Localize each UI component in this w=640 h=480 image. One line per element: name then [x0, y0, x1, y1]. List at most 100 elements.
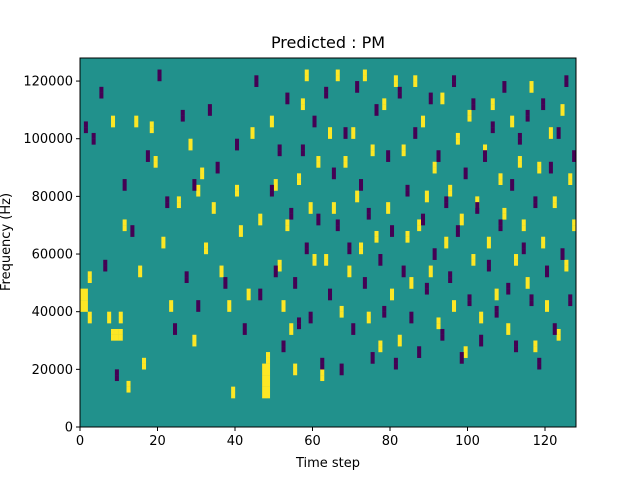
- x-tick-label: 0: [76, 434, 84, 449]
- heatmap-cell-high: [459, 219, 464, 226]
- heatmap-cell-high: [204, 248, 209, 255]
- heatmap-cell-low: [541, 98, 546, 105]
- heatmap-cell-low: [548, 161, 553, 168]
- heatmap-cell-low: [475, 202, 480, 209]
- heatmap-cell-high: [393, 81, 398, 87]
- heatmap-cell-low: [347, 248, 352, 255]
- heatmap-cell-low: [552, 328, 557, 335]
- heatmap-cell-high: [219, 265, 224, 272]
- heatmap-cell-high: [444, 236, 449, 243]
- heatmap-cell-low: [114, 375, 119, 382]
- heatmap-cell-high: [196, 190, 201, 197]
- heatmap-cell-low: [448, 277, 453, 284]
- heatmap-cell-high: [359, 248, 364, 255]
- heatmap-cell-high: [134, 121, 139, 128]
- heatmap-cell-low: [114, 369, 119, 376]
- heatmap-cell-low: [440, 328, 445, 335]
- heatmap-cell-high: [475, 196, 480, 203]
- heatmap-cell-high: [355, 196, 360, 203]
- heatmap-cell-high: [436, 317, 441, 324]
- heatmap-cell-high: [521, 225, 526, 232]
- heatmap-cell-high: [118, 328, 123, 335]
- heatmap-cell-low: [242, 328, 247, 335]
- heatmap-cell-high: [176, 196, 181, 203]
- heatmap-cell-low: [223, 282, 228, 289]
- heatmap-cell-low: [269, 184, 274, 191]
- heatmap-cell-low: [393, 357, 398, 364]
- heatmap-cell-low: [351, 328, 356, 335]
- heatmap-cell-high: [328, 132, 333, 139]
- heatmap-cell-low: [386, 156, 391, 162]
- heatmap-cell-low: [300, 150, 305, 157]
- heatmap-cell-low: [521, 242, 526, 249]
- heatmap-cell-low: [339, 369, 344, 376]
- heatmap-cell-high: [316, 156, 321, 162]
- heatmap-cell-high: [153, 156, 158, 162]
- heatmap-cell-low: [328, 294, 333, 301]
- heatmap-cell-high: [440, 98, 445, 105]
- heatmap-cell-high: [138, 265, 143, 272]
- heatmap-cell-low: [324, 86, 329, 93]
- heatmap-cell-high: [235, 190, 240, 197]
- heatmap-cell-high: [463, 346, 468, 353]
- heatmap-cell-low: [552, 323, 557, 330]
- heatmap-cell-low: [273, 271, 278, 278]
- heatmap-cell-high: [200, 173, 205, 180]
- heatmap-cell-high: [401, 150, 406, 157]
- heatmap-cell-high: [235, 184, 240, 191]
- heatmap-cell-high: [541, 236, 546, 243]
- heatmap-cell-high: [479, 317, 484, 324]
- heatmap-cell-high: [428, 271, 433, 278]
- heatmap-cell-low: [564, 75, 569, 82]
- heatmap-cell-low: [560, 248, 565, 255]
- heatmap-cell-high: [149, 127, 154, 134]
- heatmap-cell-low: [215, 161, 220, 168]
- heatmap-cell-low: [359, 179, 364, 185]
- x-axis-ticks: 0 20 40 60 80 100 120: [76, 427, 557, 449]
- heatmap-cell-high: [83, 305, 88, 312]
- heatmap-cell-high: [335, 75, 340, 82]
- heatmap-cell-low: [378, 254, 383, 260]
- heatmap-cell-low: [293, 277, 298, 284]
- heatmap-cell-low: [390, 225, 395, 232]
- heatmap-cell-low: [215, 167, 220, 174]
- heatmap-cell-low: [560, 254, 565, 260]
- heatmap-cell-high: [331, 207, 336, 214]
- heatmap-cell-low: [122, 179, 127, 185]
- heatmap-cell-low: [545, 271, 550, 278]
- heatmap-cell-low: [343, 127, 348, 134]
- heatmap-cell-high: [297, 179, 302, 185]
- heatmap-cell-low: [397, 86, 402, 93]
- x-tick-label: 80: [382, 434, 399, 449]
- heatmap-cell-low: [359, 184, 364, 191]
- heatmap-cell-high: [517, 156, 522, 162]
- heatmap-cell-low: [207, 109, 212, 116]
- heatmap-cell-low: [293, 282, 298, 289]
- heatmap-cell-high: [262, 375, 267, 382]
- heatmap-cell-low: [417, 352, 422, 358]
- heatmap-cell-low: [343, 132, 348, 139]
- heatmap-cell-low: [397, 92, 402, 99]
- heatmap-cell-low: [316, 213, 321, 220]
- heatmap-cell-high: [281, 300, 286, 307]
- heatmap-cell-high: [382, 104, 387, 111]
- heatmap-cell-high: [176, 202, 181, 209]
- y-tick-label: 80000: [32, 190, 73, 205]
- heatmap-cell-high: [316, 161, 321, 168]
- heatmap-cell-low: [331, 167, 336, 174]
- heatmap-cell-high: [266, 352, 271, 358]
- heatmap-cell-high: [83, 294, 88, 301]
- heatmap-cell-low: [180, 109, 185, 116]
- heatmap-cell-high: [552, 202, 557, 209]
- heatmap-cell-high: [114, 328, 119, 335]
- heatmap-cell-low: [258, 288, 263, 295]
- heatmap-cell-high: [308, 207, 313, 214]
- heatmap-cell-high: [382, 98, 387, 105]
- heatmap-cell-low: [312, 121, 317, 128]
- heatmap-cell-high: [269, 115, 274, 122]
- heatmap-cell-low: [506, 282, 511, 289]
- heatmap-cell-low: [196, 300, 201, 307]
- heatmap-cell-high: [533, 346, 538, 353]
- heatmap-cell-high: [347, 265, 352, 272]
